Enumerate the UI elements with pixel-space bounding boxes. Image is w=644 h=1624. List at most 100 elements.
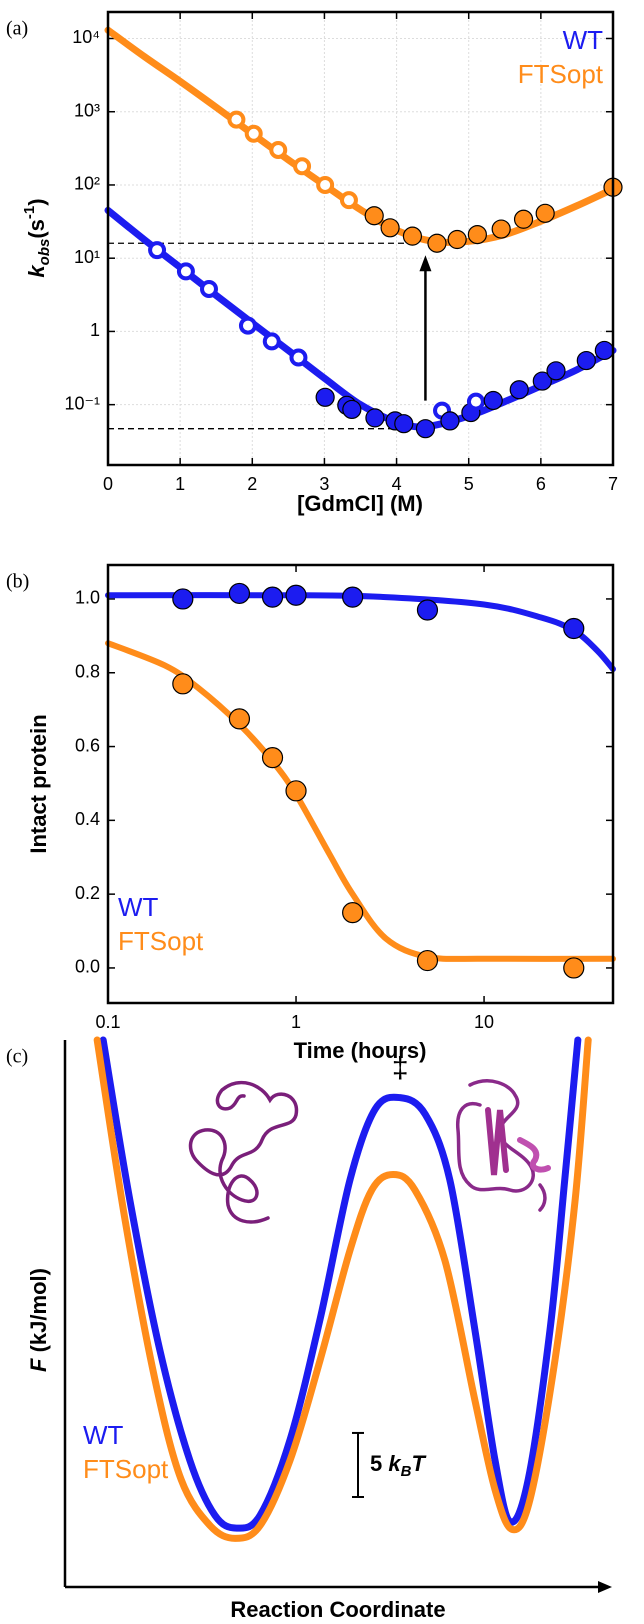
- data-point: [576, 350, 596, 371]
- data-point: [228, 582, 251, 605]
- y-axis-label: kobs(s-1): [21, 198, 53, 277]
- legend-label: FTSopt: [118, 926, 204, 956]
- data-point: [563, 957, 585, 979]
- data-point: [227, 110, 246, 129]
- x-tick-label: 3: [319, 474, 329, 494]
- x-tick-label: 2: [247, 474, 257, 494]
- scale-bar-label: 5 kBT: [370, 1451, 426, 1480]
- data-point: [285, 584, 307, 606]
- data-point: [546, 361, 566, 381]
- protein-unfolded: [188, 1080, 299, 1224]
- data-point: [339, 191, 358, 210]
- plot-frame: [106, 563, 615, 1005]
- data-point: [200, 279, 218, 298]
- y-axis-label-part: (s: [24, 219, 49, 239]
- transition-state-label: ‡: [392, 1052, 409, 1085]
- y-axis-label: Intact protein: [26, 714, 51, 853]
- data-point: [244, 124, 263, 143]
- y-tick-label: 0.8: [75, 661, 100, 681]
- y-tick-label: 1.0: [75, 588, 100, 608]
- plot-frame: [106, 10, 615, 467]
- data-point: [509, 380, 529, 400]
- legend-label: WT: [563, 25, 604, 55]
- y-tick-label: 0.4: [75, 809, 100, 829]
- x-tick-label: 1: [175, 474, 185, 494]
- data-point: [176, 262, 195, 281]
- y-tick-label: 0.6: [75, 735, 100, 755]
- data-point: [269, 141, 288, 160]
- y-axis-label-part: ): [24, 198, 49, 205]
- scale-bar-label-part: B: [401, 1463, 412, 1480]
- data-point: [228, 708, 251, 730]
- data-point: [467, 224, 487, 245]
- y-tick-label: 1: [90, 320, 100, 340]
- data-point: [364, 206, 384, 226]
- data-point: [293, 157, 312, 176]
- energy-curve: [99, 1036, 582, 1532]
- y-axis-label-part: Intact protein: [26, 714, 51, 853]
- y-axis-label-part: (kJ/mol): [26, 1268, 51, 1358]
- data-point: [148, 241, 167, 260]
- data-point: [483, 390, 503, 411]
- scale-bar-label-part: T: [411, 1451, 426, 1476]
- x-tick-label: 4: [392, 474, 402, 494]
- fit-line: [105, 640, 616, 962]
- y-axis-label-part: k: [24, 264, 49, 278]
- data-point: [416, 599, 439, 621]
- data-point: [447, 229, 467, 250]
- data-point: [342, 901, 364, 924]
- data-point: [261, 747, 284, 769]
- panel-label: (c): [6, 1046, 28, 1068]
- data-point: [427, 233, 447, 253]
- protein-folded: [456, 1079, 551, 1212]
- data-point: [563, 617, 585, 640]
- data-point: [342, 399, 362, 420]
- y-tick-label: 10⁻¹: [64, 393, 100, 413]
- energy-curve: [93, 1036, 592, 1542]
- y-axis-label-part: obs: [36, 239, 53, 266]
- y-tick-label: 0.0: [75, 957, 100, 977]
- legend-label: WT: [118, 892, 159, 922]
- scale-bar-label-part: k: [388, 1451, 402, 1476]
- x-tick-label: 7: [608, 474, 618, 494]
- legend-label: FTSopt: [83, 1454, 169, 1484]
- y-tick-label: 0.2: [75, 883, 100, 903]
- panel-label: (b): [6, 571, 29, 593]
- x-tick-label: 6: [536, 474, 546, 494]
- y-axis-label-part: -1: [21, 206, 38, 219]
- panel-label: (a): [6, 18, 28, 40]
- data-point: [440, 411, 460, 431]
- x-tick-label: 0: [103, 474, 113, 494]
- x-tick-label: 5: [464, 474, 474, 494]
- data-point: [342, 586, 364, 608]
- x-tick-label: 1: [291, 1012, 301, 1032]
- data-point: [238, 316, 257, 335]
- data-point: [315, 387, 335, 407]
- data-point: [491, 219, 511, 239]
- x-tick-label: 0.1: [95, 1012, 120, 1032]
- y-tick-label: 10⁴: [72, 27, 100, 47]
- legend-label: FTSopt: [518, 59, 604, 89]
- y-axis-label-part: F: [26, 1358, 51, 1372]
- data-point: [285, 780, 307, 802]
- x-tick-label: 10: [474, 1012, 494, 1032]
- y-tick-label: 10³: [74, 100, 100, 120]
- data-point: [594, 340, 614, 361]
- data-point: [466, 392, 485, 411]
- data-point: [535, 203, 555, 223]
- legend-label: WT: [83, 1420, 124, 1450]
- data-point: [532, 371, 552, 391]
- arrow-head: [419, 255, 432, 272]
- data-point: [289, 348, 308, 367]
- x-axis-label: [GdmCl] (M): [297, 491, 423, 516]
- data-point: [365, 408, 385, 428]
- data-point: [316, 175, 335, 194]
- data-point: [262, 332, 281, 351]
- y-tick-label: 10¹: [74, 247, 100, 267]
- y-axis-label: F (kJ/mol): [26, 1268, 51, 1372]
- data-point: [415, 419, 436, 439]
- data-point: [172, 588, 194, 610]
- y-tick-label: 10²: [74, 174, 100, 194]
- data-point: [261, 586, 284, 608]
